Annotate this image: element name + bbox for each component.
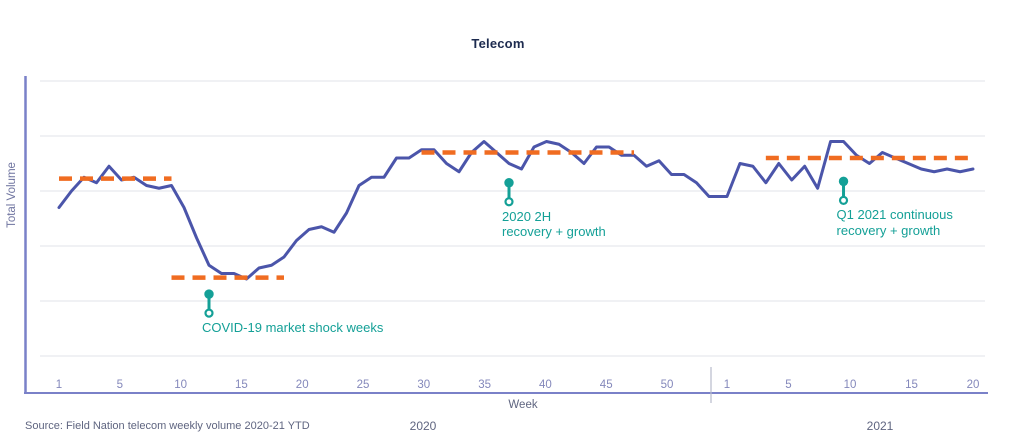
- x-tick-label: 40: [539, 379, 552, 391]
- x-tick-label: 1: [56, 379, 62, 391]
- annotation-pin-head: [504, 178, 514, 188]
- annotation-covid-shock: COVID-19 market shock weeks: [202, 320, 383, 336]
- x-tick-label: 5: [785, 379, 791, 391]
- annotation-pin-tail: [504, 197, 514, 207]
- chart-title: Telecom: [471, 36, 525, 51]
- x-tick-label: 35: [478, 379, 491, 391]
- x-tick-label: 20: [967, 379, 980, 391]
- x-tick-label: 20: [296, 379, 309, 391]
- annotation-pin-head: [838, 176, 849, 187]
- x-tick-label: 15: [905, 379, 918, 391]
- x-tick-label: 10: [844, 379, 857, 391]
- x-tick-label: 30: [417, 379, 430, 391]
- source-note: Source: Field Nation telecom weekly volu…: [25, 420, 310, 432]
- x-tick-label: 25: [357, 379, 370, 391]
- annotation-q1-2021-recovery: Q1 2021 continuous recovery + growth: [837, 207, 953, 238]
- x-tick-label: 5: [117, 379, 123, 391]
- x-tick-label: 50: [661, 379, 674, 391]
- annotation-text-line: 2020 2H: [502, 208, 552, 224]
- annotation-pin-head: [204, 289, 214, 299]
- x-tick-label: 15: [235, 379, 248, 391]
- annotation-pin-tail: [204, 308, 214, 318]
- x-tick-label: 1: [724, 379, 730, 391]
- x-axis-title: Week: [508, 399, 538, 411]
- annotation-2020-2h-recovery: 2020 2H recovery + growth: [502, 209, 606, 240]
- annotation-text-line: recovery + growth: [502, 224, 606, 240]
- x-tick-label: 45: [600, 379, 613, 391]
- volume-line-series: [57, 140, 975, 281]
- year-label-2021: 2021: [866, 419, 894, 433]
- annotation-text-line: COVID-19 market shock weeks: [202, 320, 384, 336]
- year-label-2020: 2020: [409, 419, 437, 433]
- annotation-pin-tail: [838, 195, 849, 205]
- annotation-text-line: Q1 2021 continuous: [836, 207, 953, 223]
- annotation-text-line: recovery + growth: [836, 222, 941, 238]
- x-tick-label: 10: [174, 379, 187, 391]
